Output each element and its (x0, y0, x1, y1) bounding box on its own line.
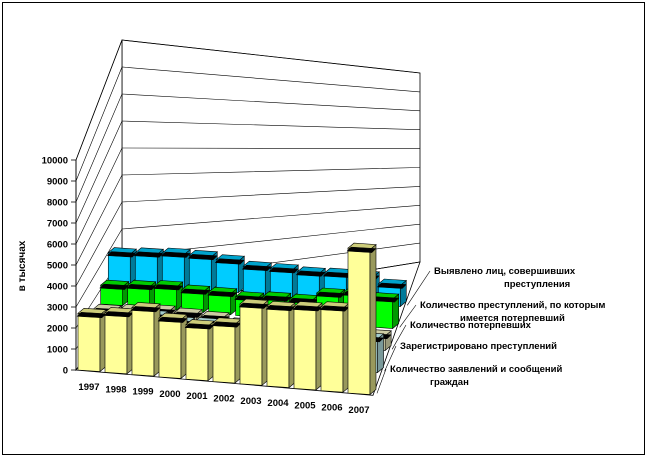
bar-front (239, 303, 263, 386)
bar-front (104, 312, 128, 375)
y-tick-label: 4000 (47, 282, 68, 293)
bar-cap (180, 288, 211, 295)
bar-front (320, 306, 344, 393)
series-labels: Выявлено лиц, совершивших преступления Кол… (376, 266, 605, 394)
bar-front (347, 247, 371, 395)
series-label: имеется потерпевший (460, 313, 565, 324)
bar (106, 247, 138, 285)
bar-cap (214, 258, 245, 265)
bar-cap (207, 290, 238, 297)
series-label: Количество потерпевших (410, 320, 532, 331)
chart-bars (76, 242, 408, 396)
bar-cap (130, 306, 161, 313)
gridline (75, 186, 421, 287)
bar-cap (346, 246, 377, 253)
series-label-leader (384, 345, 397, 372)
y-tick-label: 8000 (47, 198, 68, 209)
series-label: преступления (504, 279, 570, 290)
x-axis-ticks: 1997 1998 1999 2000 2001 2002 2003 2004 2005 2006… (78, 382, 369, 416)
bar (180, 284, 211, 314)
y-axis-label: в тысячах (17, 240, 28, 291)
gridline (75, 39, 421, 161)
bar (103, 307, 134, 375)
series-label: Зарегистрировано преступлений (400, 341, 557, 352)
series-label-leader (407, 270, 431, 306)
bar-cap (238, 302, 269, 309)
series-label: Количество заявлений и сообщений (390, 364, 563, 375)
gridline (75, 167, 421, 266)
bar-front (212, 322, 236, 384)
series-label: Выявлено лиц, совершивших (434, 266, 576, 277)
y-tick-label: 3000 (47, 303, 68, 314)
y-tick-label: 1000 (47, 345, 68, 356)
bar-front (77, 312, 101, 372)
bar-front (158, 317, 182, 379)
x-tick-label: 1998 (105, 384, 126, 395)
x-tick-label: 2007 (348, 405, 369, 416)
y-tick-label: 9000 (47, 177, 68, 188)
bar-front (107, 252, 131, 284)
bar (241, 260, 273, 296)
gridline (75, 147, 421, 245)
x-tick-label: 2003 (240, 396, 261, 407)
x-tick-label: 2000 (159, 389, 180, 400)
bar (207, 286, 238, 316)
bar (130, 302, 161, 377)
bar (76, 307, 107, 373)
bar-cap (187, 254, 218, 261)
bar (157, 312, 188, 380)
x-tick-label: 1997 (78, 382, 99, 393)
x-tick-label: 2002 (213, 394, 234, 405)
x-tick-label: 1999 (132, 387, 153, 398)
bar (99, 279, 130, 307)
series-label: Количество преступлений, по которым (420, 300, 605, 311)
bar (214, 254, 246, 294)
gridline (75, 66, 421, 182)
bar-front (266, 305, 290, 388)
bar (133, 247, 165, 287)
x-tick-label: 2005 (294, 400, 316, 411)
bar (346, 242, 377, 396)
bar-front (293, 306, 317, 391)
bar-cap (157, 316, 188, 323)
bar (238, 298, 269, 386)
bar (211, 317, 242, 384)
y-tick-label: 2000 (47, 324, 68, 335)
series-label-leader (376, 368, 387, 394)
x-tick-label: 2006 (321, 403, 342, 414)
bar-cap (376, 282, 407, 289)
bar (292, 301, 323, 391)
bar (184, 319, 215, 382)
series-label: граждан (430, 377, 469, 388)
bar-cap (153, 284, 184, 291)
bar (319, 301, 350, 393)
gridline (75, 93, 421, 203)
bar-side (369, 243, 377, 396)
y-tick-label: 7000 (47, 219, 68, 230)
bar-cap (261, 295, 292, 302)
series-label-leader (399, 304, 417, 328)
bar-cap (268, 267, 299, 274)
x-tick-label: 2004 (267, 398, 289, 409)
bar (187, 249, 219, 292)
y-tick-label: 0 (63, 366, 68, 377)
y-axis-ticks: 0 1000 2000 3000 4000 5000 6000 7000 8000 9000 100… (42, 156, 76, 377)
gridline (75, 205, 421, 308)
series-label-leader (391, 324, 407, 350)
bar-front (131, 307, 155, 377)
bar-front (185, 324, 209, 382)
bar-cap (160, 251, 191, 258)
y-tick-label: 5000 (47, 261, 68, 272)
bar (265, 300, 296, 389)
bar (268, 263, 300, 298)
y-tick-label: 6000 (47, 240, 68, 251)
bar-cap (241, 264, 272, 271)
y-tick-label: 10000 (42, 156, 68, 167)
x-tick-label: 2001 (186, 391, 208, 402)
gridline (75, 120, 421, 224)
